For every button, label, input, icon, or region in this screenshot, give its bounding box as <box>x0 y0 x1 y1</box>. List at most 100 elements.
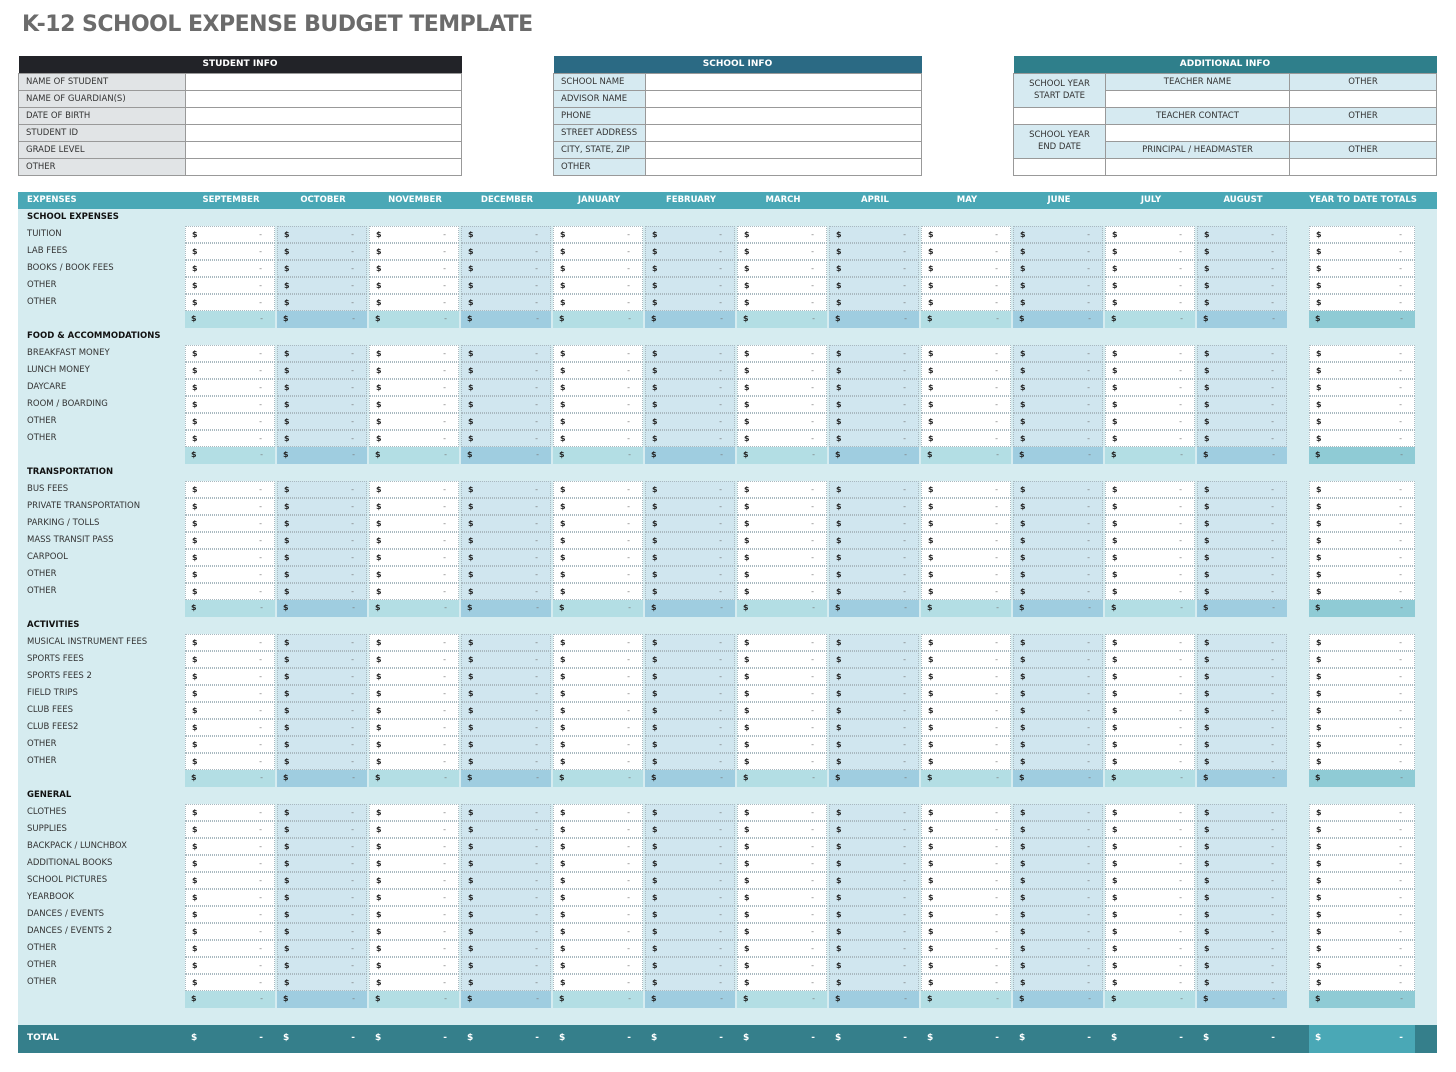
expense-input[interactable]: $ - <box>277 532 367 549</box>
expense-input[interactable]: $ - <box>553 957 643 974</box>
expense-input[interactable]: $ - <box>1105 753 1195 770</box>
expense-input[interactable]: $ - <box>185 277 275 294</box>
expense-input[interactable]: $ - <box>1013 736 1103 753</box>
expense-input[interactable]: $ - <box>369 532 459 549</box>
expense-input[interactable]: $ - <box>553 855 643 872</box>
expense-input[interactable]: $ - <box>1013 753 1103 770</box>
expense-input[interactable]: $ - <box>737 515 827 532</box>
expense-input[interactable]: $ - <box>461 413 551 430</box>
expense-input[interactable]: $ - <box>461 855 551 872</box>
expense-input[interactable]: $ - <box>1105 277 1195 294</box>
expense-input[interactable]: $ - <box>277 804 367 821</box>
expense-input[interactable]: $ - <box>369 753 459 770</box>
expense-input[interactable]: $ - <box>829 430 919 447</box>
expense-input[interactable]: $ - <box>921 396 1011 413</box>
expense-input[interactable]: $ - <box>185 821 275 838</box>
expense-input[interactable]: $ - <box>737 974 827 991</box>
expense-input[interactable]: $ - <box>645 566 735 583</box>
expense-input[interactable]: $ - <box>461 957 551 974</box>
expense-input[interactable]: $ - <box>553 668 643 685</box>
expense-input[interactable]: $ - <box>1197 668 1287 685</box>
expense-input[interactable]: $ - <box>369 957 459 974</box>
expense-input[interactable]: $ - <box>737 889 827 906</box>
expense-input[interactable]: $ - <box>369 634 459 651</box>
expense-input[interactable]: $ - <box>829 821 919 838</box>
expense-input[interactable]: $ - <box>277 362 367 379</box>
expense-input[interactable]: $ - <box>829 685 919 702</box>
expense-input[interactable]: $ - <box>1013 838 1103 855</box>
expense-input[interactable]: $ - <box>461 294 551 311</box>
expense-input[interactable]: $ - <box>461 481 551 498</box>
expense-input[interactable]: $ - <box>185 753 275 770</box>
expense-input[interactable]: $ - <box>185 532 275 549</box>
expense-input[interactable]: $ - <box>1105 719 1195 736</box>
expense-input[interactable]: $ - <box>829 532 919 549</box>
expense-input[interactable]: $ - <box>1013 396 1103 413</box>
expense-input[interactable]: $ - <box>645 804 735 821</box>
expense-input[interactable]: $ - <box>829 549 919 566</box>
expense-input[interactable]: $ - <box>829 634 919 651</box>
expense-input[interactable]: $ - <box>1013 685 1103 702</box>
expense-input[interactable]: $ - <box>1013 430 1103 447</box>
expense-input[interactable]: $ - <box>277 855 367 872</box>
expense-input[interactable]: $ - <box>1013 855 1103 872</box>
expense-input[interactable]: $ - <box>185 430 275 447</box>
expense-input[interactable]: $ - <box>737 549 827 566</box>
expense-input[interactable]: $ - <box>1105 243 1195 260</box>
expense-input[interactable]: $ - <box>461 634 551 651</box>
expense-input[interactable]: $ - <box>369 345 459 362</box>
expense-input[interactable]: $ - <box>185 260 275 277</box>
expense-input[interactable]: $ - <box>185 906 275 923</box>
expense-input[interactable]: $ - <box>829 923 919 940</box>
expense-input[interactable]: $ - <box>829 481 919 498</box>
expense-input[interactable]: $ - <box>1013 549 1103 566</box>
expense-input[interactable]: $ - <box>921 923 1011 940</box>
expense-input[interactable]: $ - <box>461 226 551 243</box>
expense-input[interactable]: $ - <box>1105 821 1195 838</box>
expense-input[interactable]: $ - <box>1105 566 1195 583</box>
expense-input[interactable]: $ - <box>645 294 735 311</box>
expense-input[interactable]: $ - <box>737 362 827 379</box>
expense-input[interactable]: $ - <box>1197 804 1287 821</box>
expense-input[interactable]: $ - <box>645 736 735 753</box>
expense-input[interactable]: $ - <box>737 481 827 498</box>
expense-input[interactable]: $ - <box>369 838 459 855</box>
expense-input[interactable]: $ - <box>369 974 459 991</box>
expense-input[interactable]: $ - <box>737 634 827 651</box>
expense-input[interactable]: $ - <box>369 940 459 957</box>
expense-input[interactable]: $ - <box>1197 379 1287 396</box>
expense-input[interactable]: $ - <box>277 226 367 243</box>
expense-input[interactable]: $ - <box>1197 974 1287 991</box>
expense-input[interactable]: $ - <box>921 804 1011 821</box>
expense-input[interactable]: $ - <box>553 413 643 430</box>
expense-input[interactable]: $ - <box>185 804 275 821</box>
expense-input[interactable]: $ - <box>185 583 275 600</box>
expense-input[interactable]: $ - <box>921 583 1011 600</box>
expense-input[interactable]: $ - <box>185 566 275 583</box>
expense-input[interactable]: $ - <box>553 379 643 396</box>
expense-input[interactable]: $ - <box>1013 583 1103 600</box>
expense-input[interactable]: $ - <box>553 549 643 566</box>
expense-input[interactable]: $ - <box>921 821 1011 838</box>
expense-input[interactable]: $ - <box>185 481 275 498</box>
expense-input[interactable]: $ - <box>461 940 551 957</box>
expense-input[interactable]: $ - <box>185 719 275 736</box>
expense-input[interactable]: $ - <box>369 872 459 889</box>
expense-input[interactable]: $ - <box>369 515 459 532</box>
expense-input[interactable]: $ - <box>277 940 367 957</box>
expense-input[interactable]: $ - <box>461 362 551 379</box>
expense-input[interactable]: $ - <box>737 855 827 872</box>
expense-input[interactable]: $ - <box>185 923 275 940</box>
expense-input[interactable]: $ - <box>461 277 551 294</box>
expense-input[interactable]: $ - <box>1197 702 1287 719</box>
expense-input[interactable]: $ - <box>1197 838 1287 855</box>
expense-input[interactable]: $ - <box>1197 294 1287 311</box>
expense-input[interactable]: $ - <box>1105 481 1195 498</box>
expense-input[interactable]: $ - <box>369 906 459 923</box>
expense-input[interactable]: $ - <box>921 345 1011 362</box>
expense-input[interactable]: $ - <box>829 413 919 430</box>
expense-input[interactable]: $ - <box>369 413 459 430</box>
expense-input[interactable]: $ - <box>1197 872 1287 889</box>
expense-input[interactable]: $ - <box>1105 226 1195 243</box>
expense-input[interactable]: $ - <box>277 821 367 838</box>
